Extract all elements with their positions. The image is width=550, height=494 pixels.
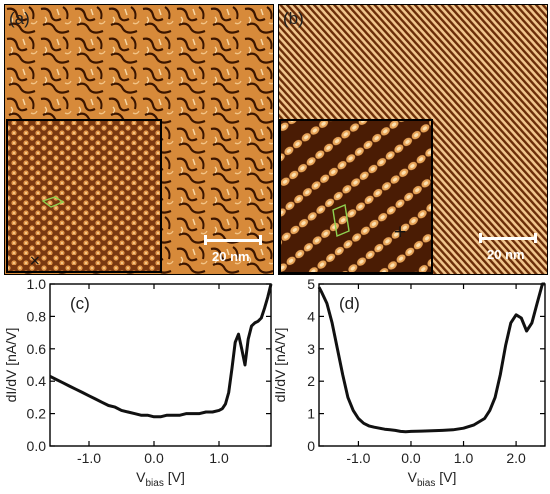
- stm-panel-b: + (b) 20 nm: [278, 4, 548, 275]
- unit-cell-outline-b: [332, 204, 350, 237]
- y-tick-label: 1: [307, 406, 315, 422]
- stm-image-a: ×: [5, 5, 273, 274]
- panel-label: (d): [339, 294, 360, 313]
- y-axis-label: dI/dV [nA/V]: [275, 328, 288, 403]
- y-tick-label: 0.0: [27, 438, 47, 454]
- spectrum-plot-d: 0 1 2 3 4 5 -1.0 0.0 1.0 2.0 (d) dI/dV [nA/V] Vbias …: [275, 278, 546, 489]
- series-line: [49, 283, 273, 419]
- y-axis-label: dI/dV [nA/V]: [3, 328, 19, 403]
- y-tick-label: 4: [307, 308, 315, 324]
- x-tick-label: -1.0: [77, 450, 101, 466]
- spectrum-plot-c: 0.0 0.2 0.4 0.6 0.8 1.0 -1.0 0.0 1.0 (c) dI/dV [nA…: [3, 278, 273, 489]
- stm-panel-a: × (a) 20 nm: [4, 4, 274, 275]
- scalebar-a: 20 nm: [204, 235, 266, 265]
- x-tick-label: 0.0: [144, 450, 164, 466]
- x-axis-label: Vbias [V]: [136, 469, 185, 489]
- y-tick-label: 0.4: [27, 373, 47, 389]
- x-tick-label: -1.0: [346, 450, 370, 466]
- plot-frame: [318, 283, 546, 447]
- y-tick-label: 0.8: [27, 308, 47, 324]
- scalebar-b-text: 20 nm: [487, 247, 525, 262]
- x-axis-label: Vbias [V]: [408, 469, 457, 489]
- y-tick-label: 0.2: [27, 406, 47, 422]
- series-line: [317, 282, 545, 434]
- panel-label-a: (a): [9, 9, 30, 28]
- x-tick-label: 1.0: [209, 450, 229, 466]
- x-tick-label: 1.0: [454, 450, 474, 466]
- scalebar-b: 20 nm: [479, 233, 541, 263]
- panel-label: (c): [70, 294, 90, 313]
- x-tick-label: 0.0: [401, 450, 421, 466]
- scalebar-a-text: 20 nm: [212, 249, 250, 264]
- y-tick-label: 0.6: [27, 341, 47, 357]
- inset-mark-a: ×: [29, 253, 41, 269]
- unit-cell-outline: [41, 196, 65, 208]
- inset-a: [6, 119, 162, 273]
- y-tick-label: 3: [307, 341, 315, 357]
- x-tick-label: 2.0: [506, 450, 526, 466]
- y-tick-label: 1.0: [27, 278, 47, 292]
- y-tick-label: 2: [307, 373, 315, 389]
- plot-frame: [49, 283, 272, 447]
- y-tick-label: 5: [307, 278, 315, 292]
- stm-image-b: +: [279, 5, 547, 274]
- panel-label-b: (b): [283, 9, 304, 28]
- inset-mark-b: +: [393, 222, 407, 242]
- inset-b: [279, 119, 433, 274]
- y-tick-label: 0: [307, 438, 315, 454]
